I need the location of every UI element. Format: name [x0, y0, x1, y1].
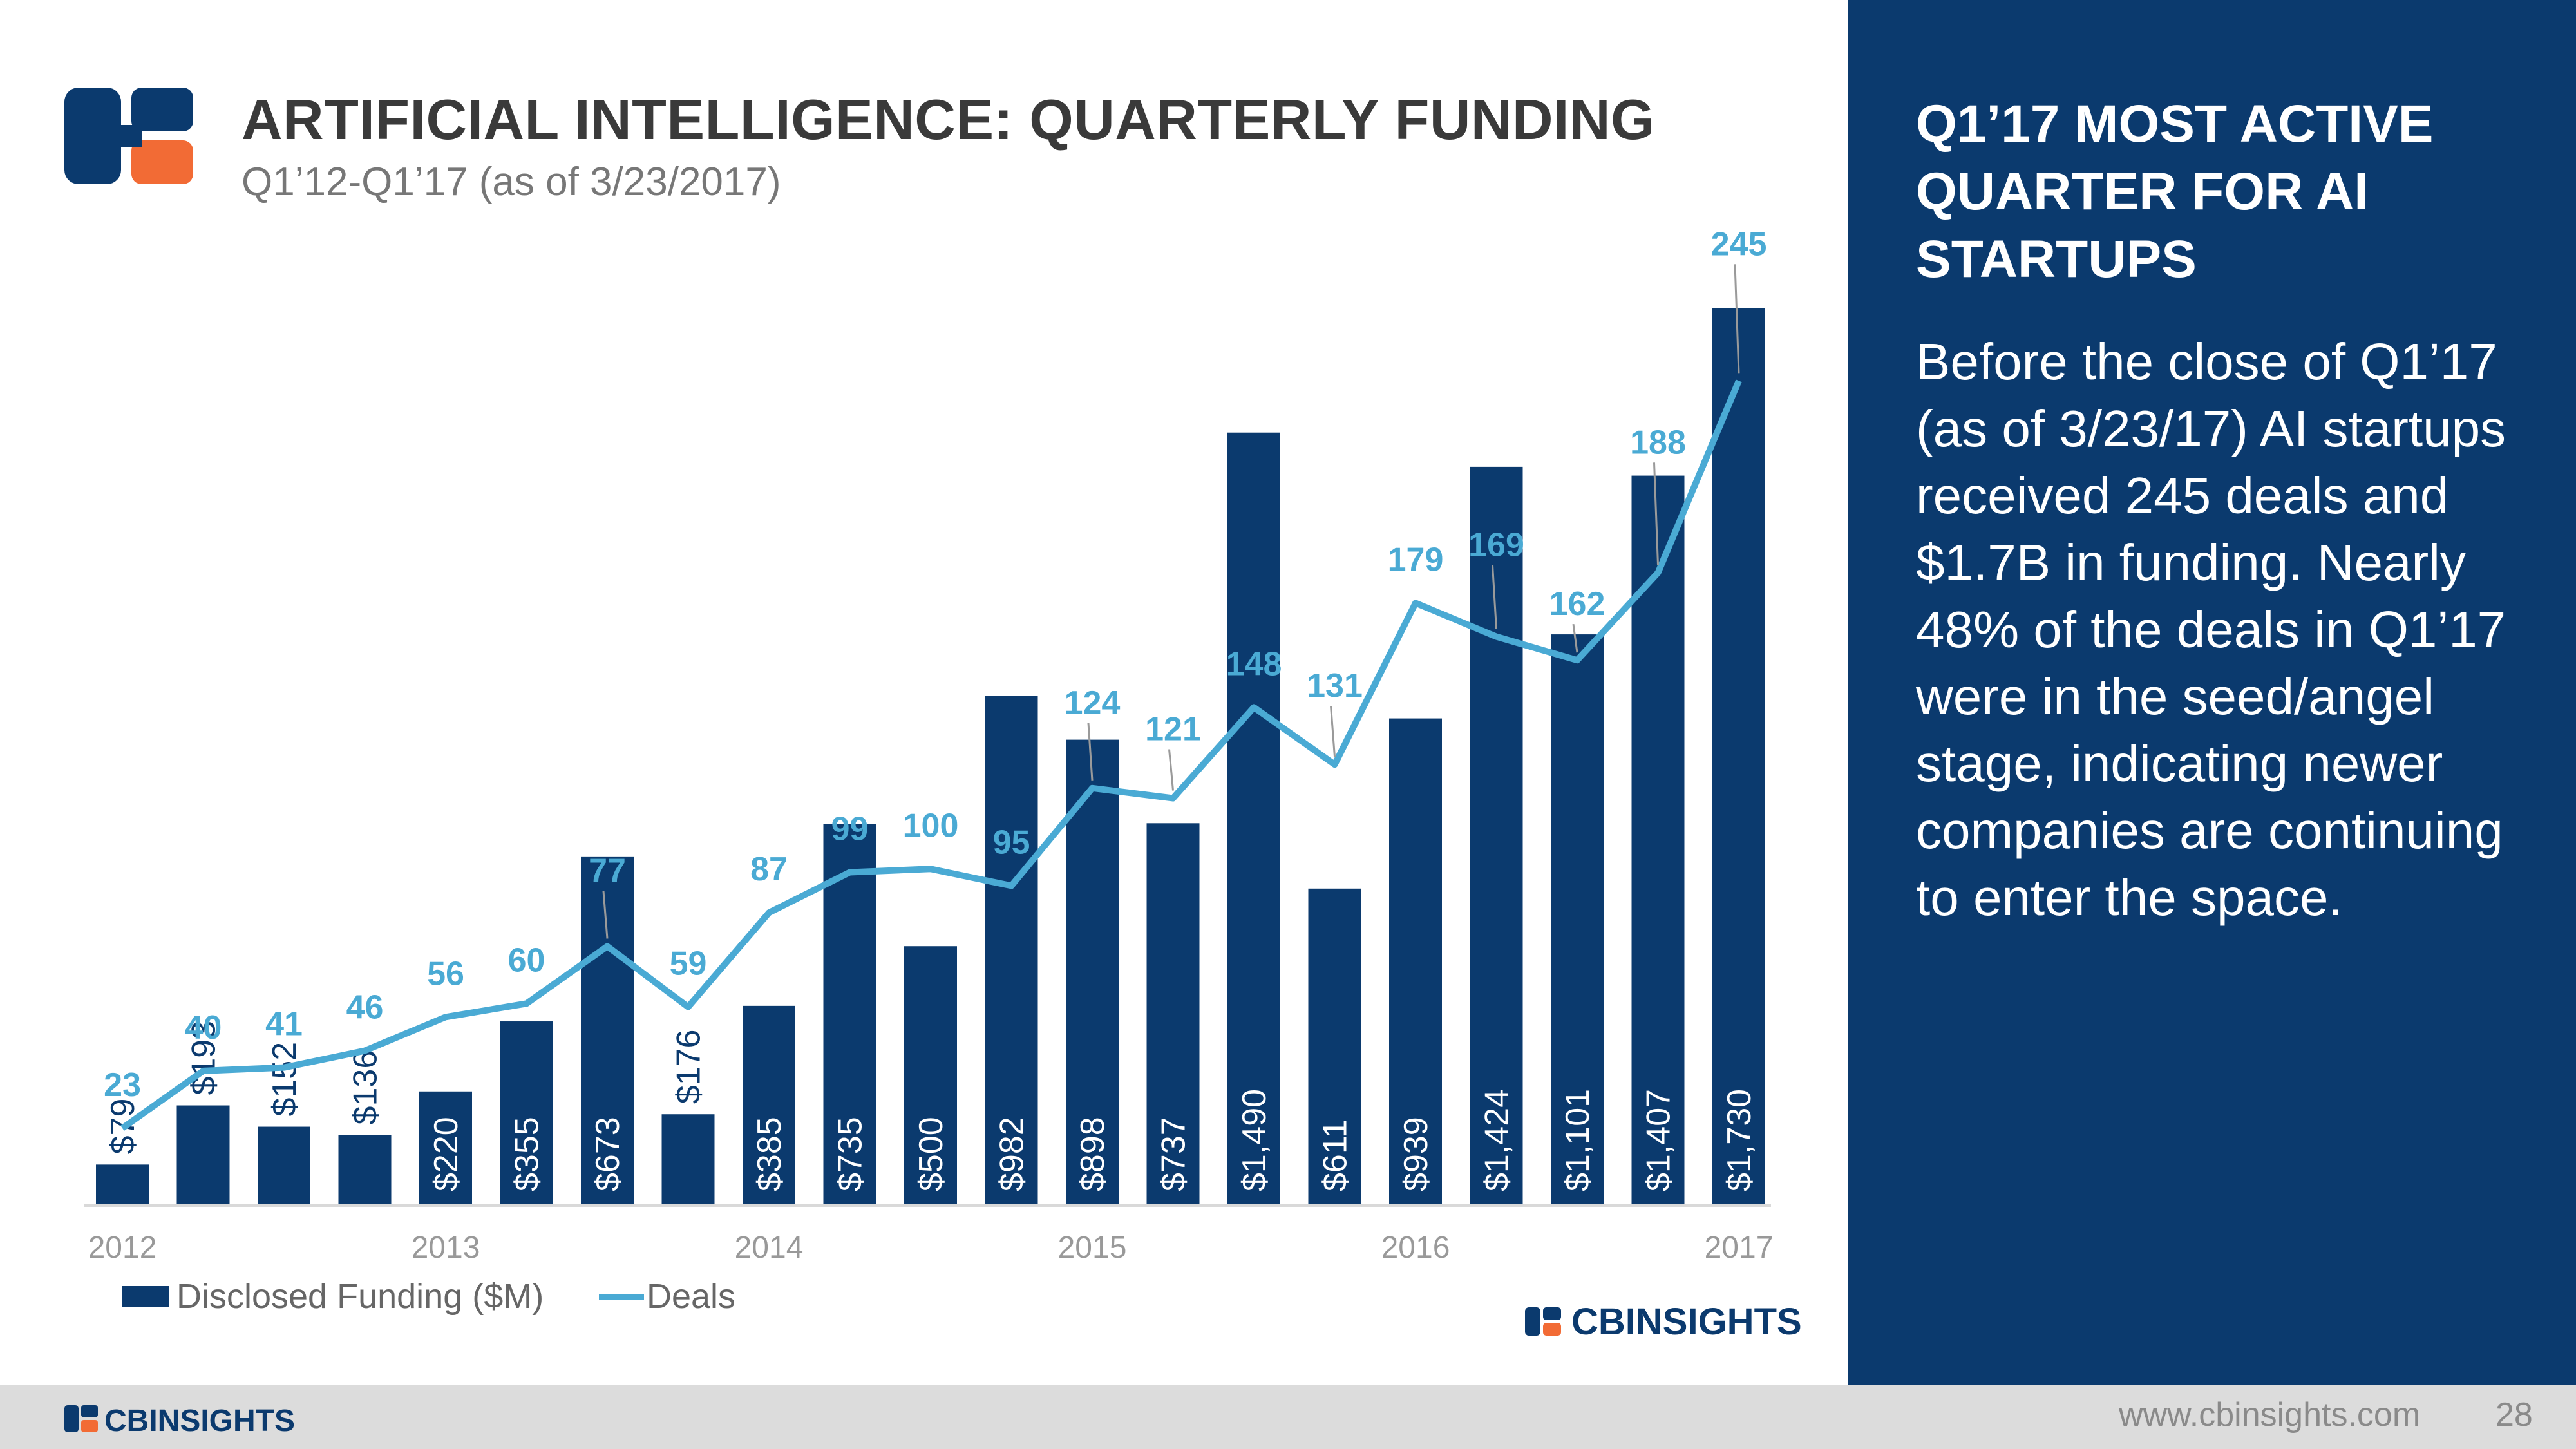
- deals-label-leader: [1572, 623, 1578, 653]
- x-tick-label: 2016: [1381, 1231, 1450, 1265]
- x-tick-label: 2017: [1705, 1231, 1774, 1265]
- chart-watermark-logo-text: CBINSIGHTS: [1571, 1301, 1802, 1343]
- page-number: 28: [2496, 1396, 2533, 1434]
- funding-bar: [904, 946, 957, 1206]
- cb-insights-logo-icon: [64, 88, 193, 184]
- x-tick-label: 2015: [1058, 1231, 1127, 1265]
- side-panel-body: Before the close of Q1’17 (as of 3/23/17…: [1916, 333, 2506, 926]
- deals-point-label: 60: [508, 942, 545, 979]
- footer-bar: [0, 1385, 2576, 1449]
- funding-bar: [1551, 634, 1604, 1206]
- funding-bar: [1631, 475, 1685, 1206]
- x-tick-label: 2014: [735, 1231, 804, 1265]
- legend-label-deals: Deals: [647, 1277, 735, 1316]
- chart-watermark-logo-icon: [1525, 1307, 1561, 1336]
- deals-point-label: 188: [1630, 424, 1686, 461]
- chart-subtitle: Q1’12-Q1’17 (as of 3/23/2017): [242, 160, 781, 204]
- funding-bar: [500, 1021, 553, 1206]
- deals-point-label: 245: [1711, 225, 1767, 263]
- funding-bar-label: $735: [832, 1117, 869, 1191]
- deals-point-label: 40: [185, 1009, 222, 1046]
- legend: Disclosed Funding ($M) Deals: [122, 1277, 735, 1316]
- deals-label-leader: [1330, 706, 1336, 757]
- funding-bar-label: $1,101: [1559, 1089, 1596, 1191]
- footer-logo-icon: [64, 1405, 98, 1432]
- funding-bar: [419, 1091, 472, 1206]
- deals-point-label: 95: [993, 824, 1030, 861]
- bars-layer: $79$193 $152 $136$220 $355 $673$176$385 $735 $…: [96, 308, 1765, 1206]
- deals-point-label: 87: [750, 851, 788, 888]
- funding-bar: [581, 856, 634, 1206]
- legend-label-funding: Disclosed Funding ($M): [176, 1277, 544, 1316]
- funding-bar-label: $1,490: [1236, 1089, 1273, 1191]
- funding-bar-label: $136: [347, 1050, 384, 1125]
- funding-bar: [743, 1005, 795, 1206]
- x-tick-label: 2012: [88, 1231, 157, 1265]
- funding-bar-label: $982: [994, 1117, 1031, 1191]
- funding-deals-chart: $79$193 $152 $136$220 $355 $673$176$385 $735 $…: [84, 225, 1802, 1343]
- deals-line: [120, 379, 1742, 1131]
- funding-bar: [1066, 739, 1119, 1206]
- deals-point-label: 23: [104, 1066, 141, 1104]
- deals-point-label: 121: [1145, 711, 1201, 748]
- side-panel-heading: Q1’17 MOST ACTIVE QUARTER FOR AI STARTUP…: [1916, 95, 2434, 289]
- funding-bar: [823, 824, 876, 1206]
- deals-point-label: 59: [670, 945, 707, 983]
- funding-bar-label: $939: [1397, 1117, 1435, 1191]
- funding-bar: [1470, 466, 1523, 1206]
- funding-bar-label: $500: [913, 1117, 950, 1191]
- deals-point-label: 99: [831, 811, 869, 848]
- x-tick-labels: 2012 2013 2014 2015 2016 2017: [88, 1231, 1774, 1265]
- funding-bar: [1146, 823, 1200, 1206]
- funding-bar-label: $1,424: [1479, 1089, 1516, 1191]
- deals-point-label: 124: [1065, 685, 1121, 722]
- deals-point-label: 41: [265, 1006, 303, 1043]
- x-tick-label: 2013: [412, 1231, 480, 1265]
- deals-label-leader: [1653, 462, 1659, 565]
- funding-bar-label: $220: [428, 1117, 465, 1191]
- deals-label-leader: [602, 891, 609, 939]
- funding-bar-label: $176: [670, 1030, 708, 1104]
- funding-bar-label: $673: [589, 1117, 627, 1191]
- deals-point-label: 100: [903, 807, 959, 844]
- deals-label-leader: [1087, 723, 1094, 781]
- funding-bar: [1227, 432, 1280, 1206]
- funding-bar: [1712, 308, 1765, 1206]
- funding-bar-label: $1,407: [1640, 1089, 1678, 1191]
- funding-bar: [1308, 888, 1361, 1206]
- funding-bar: [176, 1105, 230, 1206]
- chart-watermark-logo: CBINSIGHTS: [1525, 1301, 1802, 1343]
- insight-side-panel: Q1’17 MOST ACTIVE QUARTER FOR AI STARTUP…: [1848, 0, 2576, 1385]
- deals-point-label: 56: [427, 955, 464, 992]
- legend-swatch-funding: [122, 1286, 169, 1307]
- funding-bar-label: $152: [266, 1042, 303, 1117]
- funding-bar: [338, 1135, 392, 1206]
- footer-url[interactable]: www.cbinsights.com: [2119, 1396, 2421, 1434]
- funding-bar-label: $355: [509, 1117, 546, 1191]
- funding-bar-label: $737: [1155, 1117, 1193, 1191]
- deals-point-label: 77: [589, 853, 626, 890]
- funding-bar: [258, 1126, 310, 1206]
- funding-bar: [661, 1114, 715, 1206]
- deals-point-label: 46: [346, 989, 384, 1027]
- footer-logo: CBINSIGHTS: [64, 1404, 295, 1435]
- deals-label-leader: [1734, 264, 1740, 374]
- deals-point-label: 148: [1226, 645, 1282, 683]
- deals-point-label: 169: [1468, 527, 1524, 564]
- footer-logo-text: CBINSIGHTS: [104, 1404, 295, 1435]
- deals-label-leader: [1168, 749, 1174, 791]
- deals-point-label: 179: [1388, 541, 1444, 578]
- deals-point-label: 131: [1307, 667, 1363, 705]
- funding-bar-label: $385: [751, 1117, 788, 1191]
- deals-label-leader: [1492, 565, 1497, 629]
- funding-bar: [1389, 718, 1442, 1206]
- funding-bar-label: $611: [1317, 1119, 1354, 1191]
- deals-line-layer: 23 40 41 46 56 60 77 59 87 99 100 95 124 121 148 131 179…: [104, 225, 1767, 1131]
- funding-bar-label: $898: [1074, 1117, 1112, 1191]
- funding-bar-label: $1,730: [1721, 1089, 1758, 1191]
- funding-bar: [985, 696, 1038, 1206]
- deals-point-label: 162: [1549, 585, 1605, 623]
- chart-title: ARTIFICIAL INTELLIGENCE: QUARTERLY FUNDI…: [242, 88, 1655, 151]
- funding-bar: [96, 1164, 149, 1206]
